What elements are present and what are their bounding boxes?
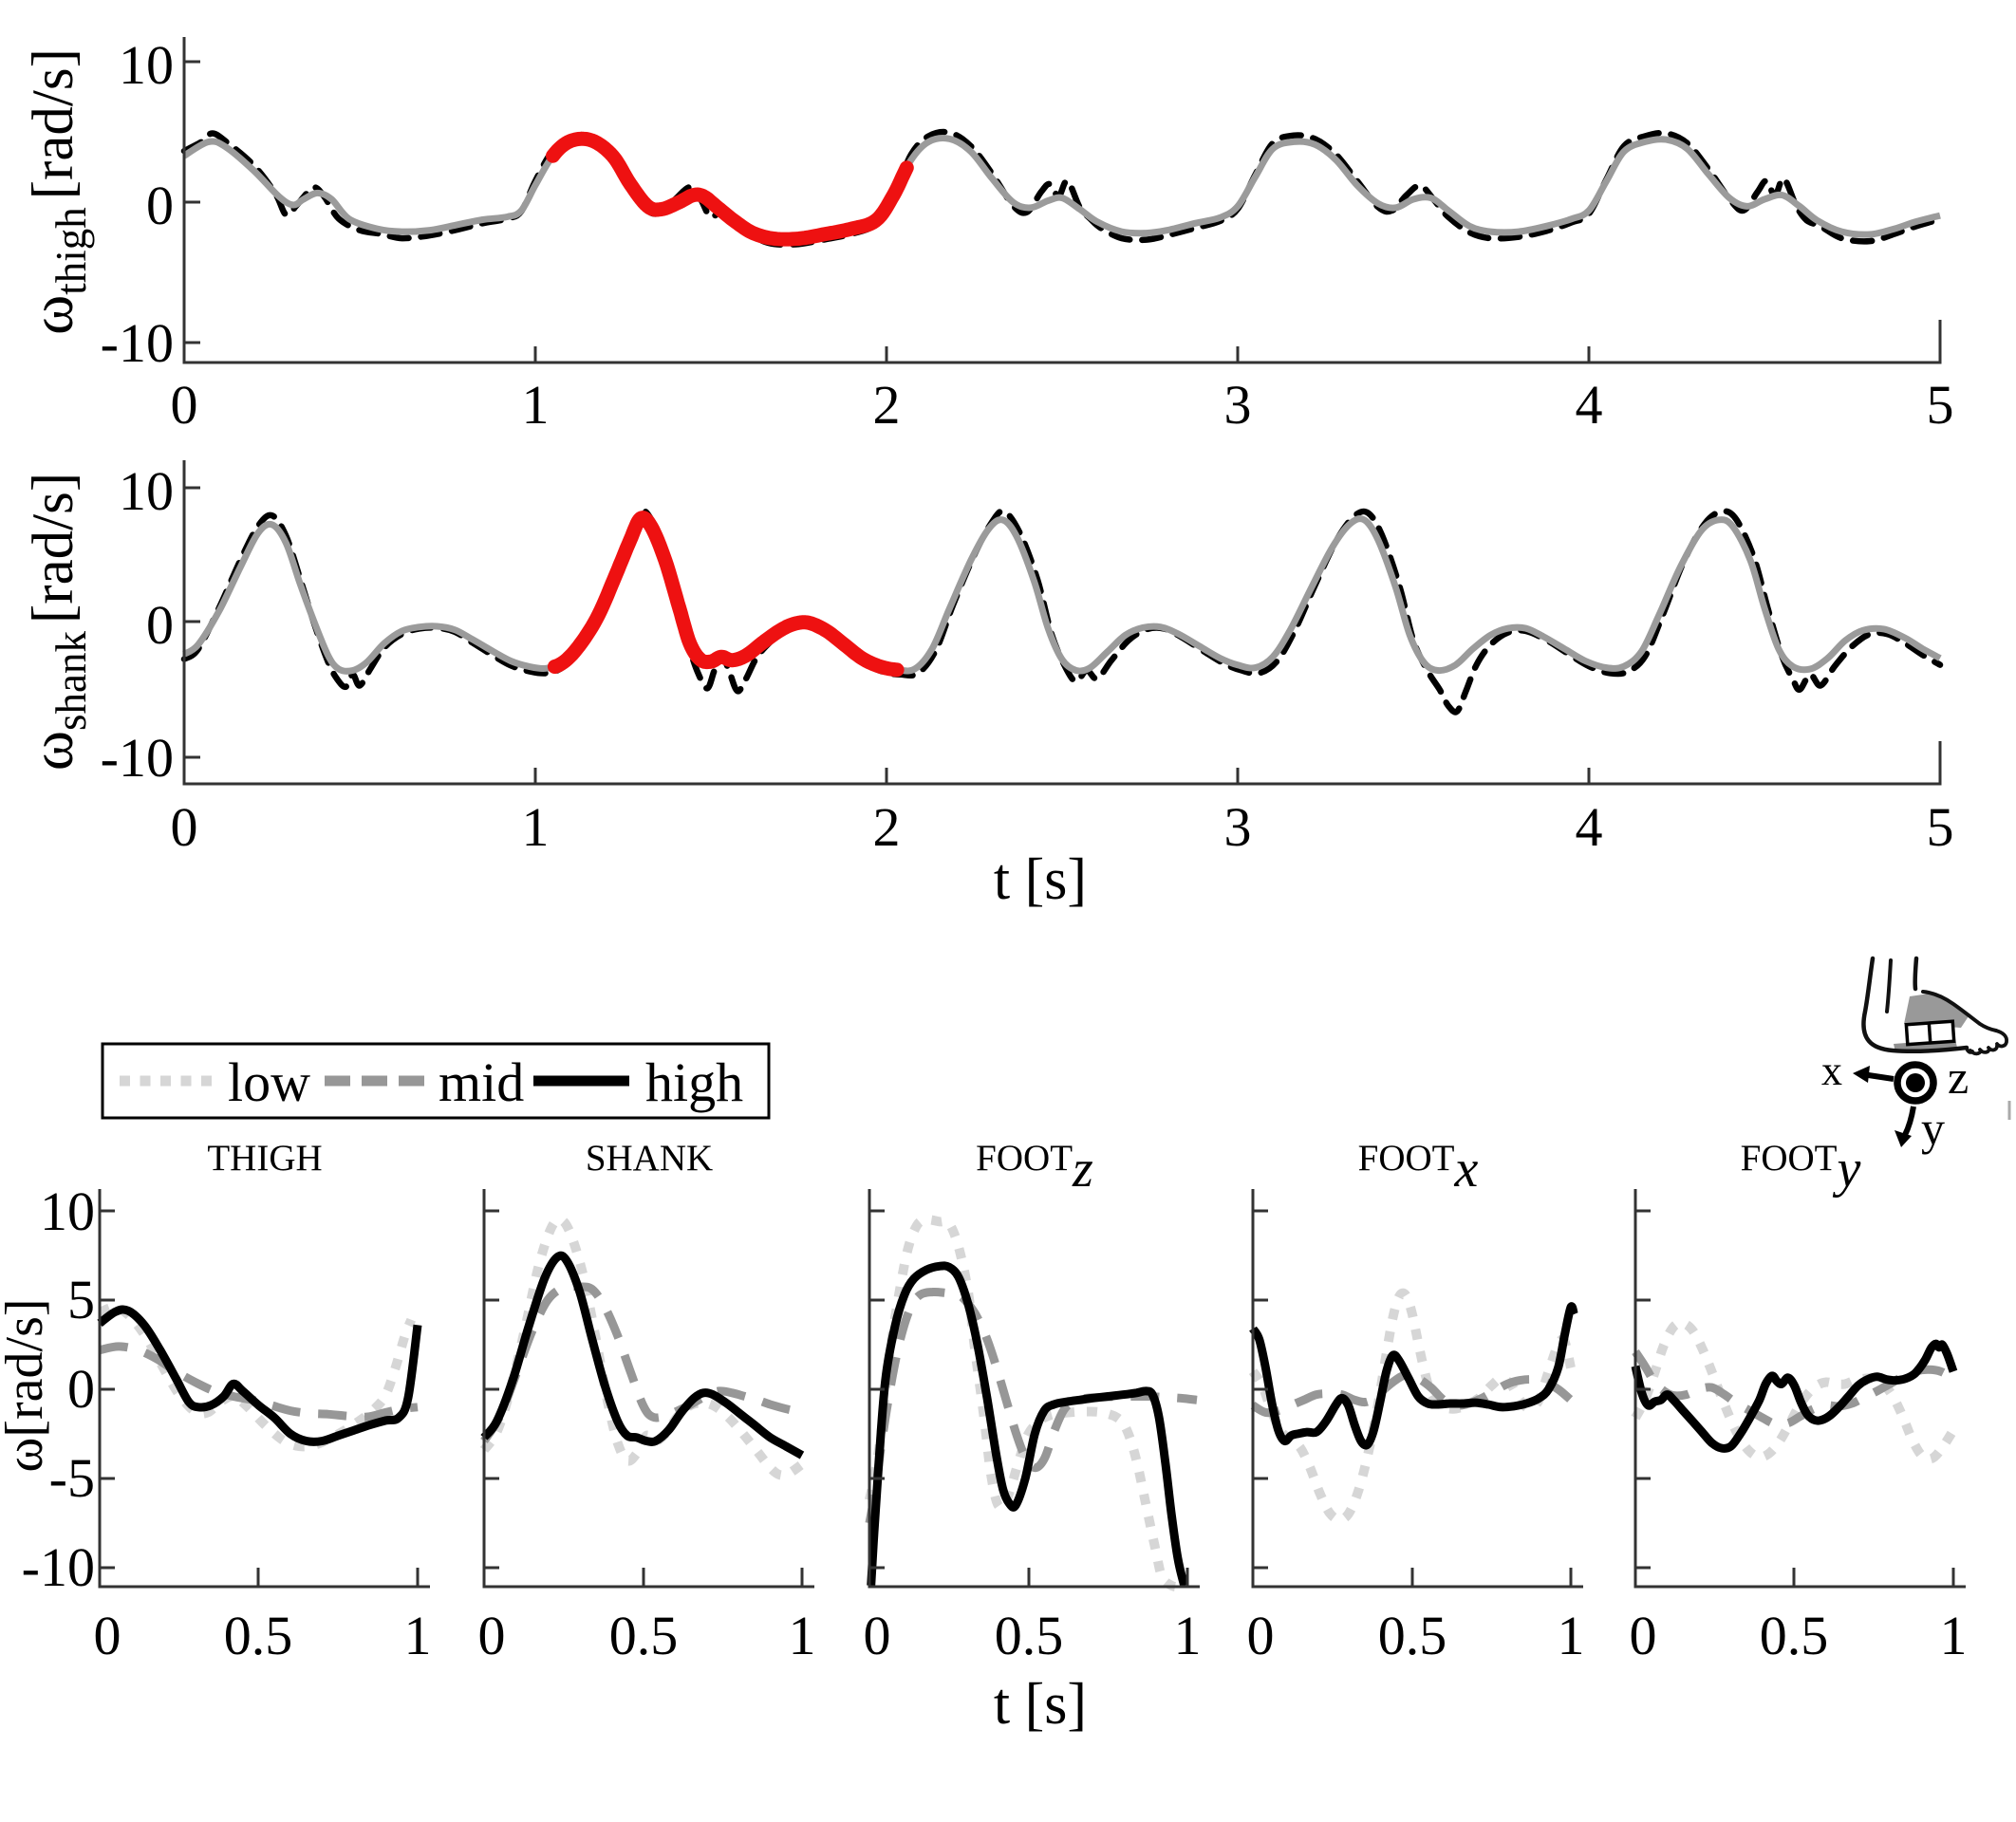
svg-text:0: 0	[146, 175, 174, 236]
svg-text:0: 0	[67, 1358, 95, 1420]
svg-text:5: 5	[1927, 796, 1954, 858]
svg-text:t [s]: t [s]	[994, 847, 1087, 912]
svg-text:-10: -10	[101, 312, 174, 374]
svg-text:0: 0	[171, 374, 198, 436]
svg-text:-10: -10	[22, 1536, 95, 1598]
svg-text:ω[rad/s]: ω[rad/s]	[0, 1298, 54, 1472]
svg-text:10: 10	[119, 460, 174, 522]
svg-text:0: 0	[171, 796, 198, 858]
svg-text:1: 1	[522, 796, 550, 858]
svg-text:high: high	[645, 1051, 743, 1113]
svg-text:t [s]: t [s]	[994, 1672, 1087, 1737]
svg-text:0: 0	[146, 594, 174, 656]
svg-text:1: 1	[1558, 1605, 1585, 1666]
svg-text:1: 1	[1174, 1605, 1202, 1666]
svg-text:10: 10	[40, 1181, 95, 1242]
svg-text:3: 3	[1224, 374, 1252, 436]
svg-text:10: 10	[119, 34, 174, 96]
svg-text:THIGH: THIGH	[207, 1138, 322, 1179]
svg-text:0: 0	[478, 1605, 506, 1666]
svg-text:-10: -10	[101, 727, 174, 789]
svg-text:1: 1	[404, 1605, 432, 1666]
svg-text:1: 1	[789, 1605, 816, 1666]
svg-text:1: 1	[522, 374, 550, 436]
svg-text:0.5: 0.5	[1760, 1605, 1829, 1666]
svg-text:0: 0	[94, 1605, 121, 1666]
svg-text:z: z	[1948, 1050, 1969, 1104]
svg-text:y: y	[1921, 1102, 1945, 1155]
svg-text:2: 2	[873, 374, 901, 436]
svg-text:4: 4	[1576, 796, 1603, 858]
svg-text:SHANK: SHANK	[586, 1138, 713, 1179]
svg-text:x: x	[1821, 1048, 1842, 1094]
svg-text:0.5: 0.5	[1378, 1605, 1447, 1666]
svg-text:low: low	[228, 1051, 310, 1113]
svg-text:-5: -5	[49, 1447, 95, 1509]
svg-text:5: 5	[67, 1269, 95, 1330]
svg-text:0.5: 0.5	[224, 1605, 293, 1666]
svg-text:0: 0	[1630, 1605, 1657, 1666]
svg-text:5: 5	[1927, 374, 1954, 436]
svg-text:mid: mid	[439, 1051, 524, 1113]
svg-text:0.5: 0.5	[995, 1605, 1064, 1666]
svg-text:3: 3	[1224, 796, 1252, 858]
svg-text:2: 2	[873, 796, 901, 858]
svg-text:0: 0	[1247, 1605, 1275, 1666]
svg-text:0: 0	[864, 1605, 891, 1666]
svg-text:0.5: 0.5	[609, 1605, 679, 1666]
svg-text:1: 1	[1940, 1605, 1968, 1666]
svg-text:ωthigh[rad/s]: ωthigh[rad/s]	[18, 48, 95, 335]
svg-text:4: 4	[1576, 374, 1603, 436]
svg-text:ωshank[rad/s]: ωshank[rad/s]	[18, 473, 95, 771]
